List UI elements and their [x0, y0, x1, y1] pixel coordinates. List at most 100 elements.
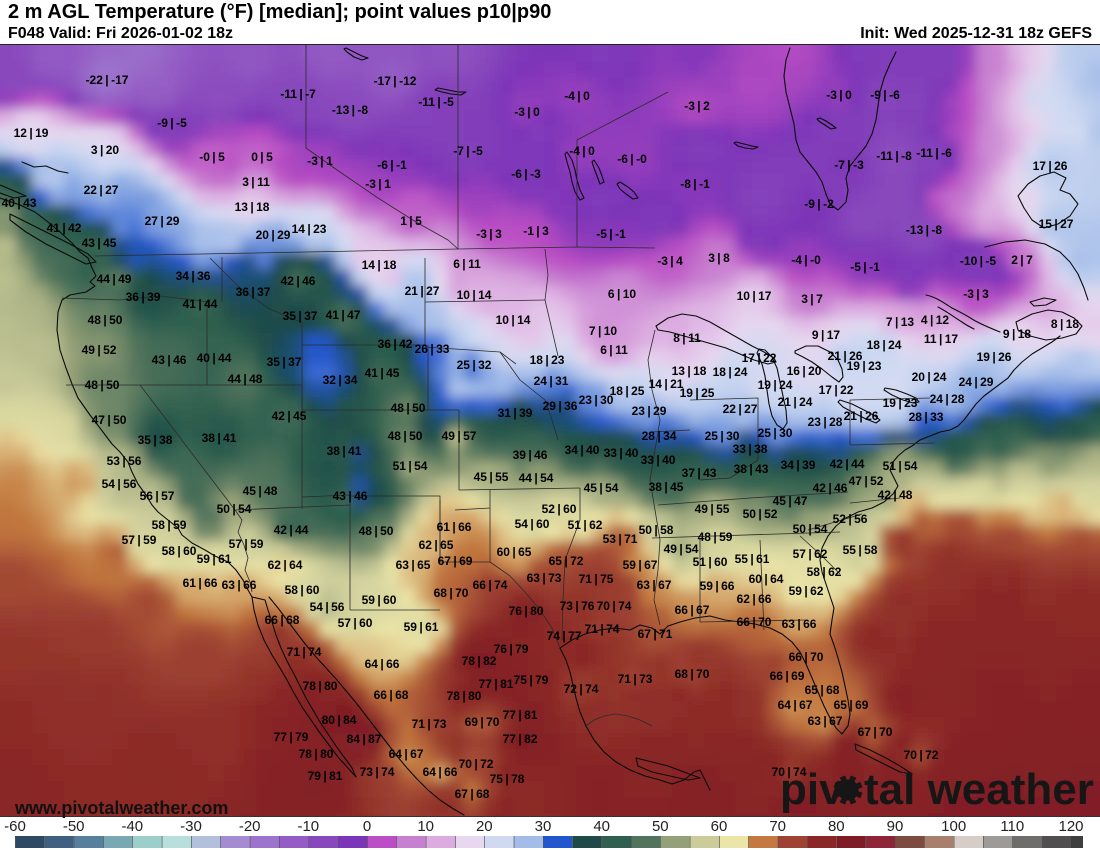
svg-text:-40: -40 [121, 818, 143, 835]
svg-text:44 | 54: 44 | 54 [519, 471, 554, 485]
svg-text:71 | 75: 71 | 75 [579, 572, 614, 586]
svg-text:64 | 67: 64 | 67 [389, 747, 424, 761]
svg-text:69 | 70: 69 | 70 [465, 715, 500, 729]
svg-text:53 | 56: 53 | 56 [107, 454, 142, 468]
svg-text:25 | 30: 25 | 30 [705, 429, 740, 443]
svg-text:19 | 23: 19 | 23 [847, 359, 882, 373]
svg-text:61 | 66: 61 | 66 [437, 520, 472, 534]
svg-text:43 | 46: 43 | 46 [333, 489, 368, 503]
svg-text:21 | 24: 21 | 24 [778, 395, 813, 409]
svg-text:49 | 52: 49 | 52 [82, 343, 117, 357]
svg-text:48 | 50: 48 | 50 [88, 313, 123, 327]
svg-text:65 | 69: 65 | 69 [834, 698, 869, 712]
svg-text:59 | 61: 59 | 61 [404, 620, 439, 634]
svg-text:58 | 60: 58 | 60 [162, 544, 197, 558]
svg-text:42 | 44: 42 | 44 [274, 523, 309, 537]
svg-text:50 | 54: 50 | 54 [217, 502, 252, 516]
svg-text:67 | 71: 67 | 71 [638, 627, 673, 641]
svg-text:57 | 59: 57 | 59 [229, 537, 264, 551]
svg-text:53 | 71: 53 | 71 [603, 532, 638, 546]
svg-text:70: 70 [769, 818, 786, 835]
svg-text:43 | 45: 43 | 45 [82, 236, 117, 250]
svg-text:12 | 19: 12 | 19 [14, 126, 49, 140]
svg-text:19 | 25: 19 | 25 [680, 386, 715, 400]
svg-text:62 | 65: 62 | 65 [419, 538, 454, 552]
svg-text:50 | 54: 50 | 54 [793, 522, 828, 536]
svg-text:-10 | -5: -10 | -5 [960, 254, 997, 268]
svg-text:49 | 54: 49 | 54 [664, 542, 699, 556]
svg-text:33 | 40: 33 | 40 [641, 453, 676, 467]
svg-text:15 | 27: 15 | 27 [1039, 217, 1074, 231]
svg-text:2 | 7: 2 | 7 [1011, 253, 1033, 267]
svg-text:-9 | -5: -9 | -5 [157, 116, 187, 130]
svg-text:73 | 74: 73 | 74 [360, 765, 395, 779]
svg-text:62 | 66: 62 | 66 [737, 592, 772, 606]
svg-text:63 | 66: 63 | 66 [222, 578, 257, 592]
svg-text:43 | 46: 43 | 46 [152, 353, 187, 367]
svg-text:59 | 66: 59 | 66 [700, 579, 735, 593]
svg-text:77 | 81: 77 | 81 [503, 708, 538, 722]
svg-text:13 | 18: 13 | 18 [235, 200, 270, 214]
svg-text:100: 100 [941, 818, 966, 835]
svg-text:-50: -50 [63, 818, 85, 835]
svg-text:59 | 61: 59 | 61 [197, 552, 232, 566]
svg-text:78 | 80: 78 | 80 [299, 747, 334, 761]
svg-text:19 | 26: 19 | 26 [977, 350, 1012, 364]
svg-text:76 | 79: 76 | 79 [494, 642, 529, 656]
svg-text:63 | 73: 63 | 73 [527, 571, 562, 585]
svg-text:65 | 68: 65 | 68 [805, 683, 840, 697]
svg-text:3 | 20: 3 | 20 [91, 143, 120, 157]
svg-text:57 | 60: 57 | 60 [338, 616, 373, 630]
svg-text:120: 120 [1058, 818, 1083, 835]
svg-text:tal weather: tal weather [864, 765, 1094, 814]
svg-text:48 | 50: 48 | 50 [388, 429, 423, 443]
svg-text:52 | 60: 52 | 60 [542, 502, 577, 516]
svg-text:10: 10 [417, 818, 434, 835]
svg-text:-30: -30 [180, 818, 202, 835]
svg-text:74 | 77: 74 | 77 [547, 629, 582, 643]
svg-text:-10: -10 [297, 818, 319, 835]
svg-text:20 | 29: 20 | 29 [256, 228, 291, 242]
svg-text:22 | 27: 22 | 27 [723, 402, 758, 416]
svg-text:-3 | 1: -3 | 1 [307, 154, 333, 168]
svg-text:42 | 46: 42 | 46 [813, 481, 848, 495]
svg-text:37 | 43: 37 | 43 [682, 466, 717, 480]
svg-text:-6 | -3: -6 | -3 [511, 167, 541, 181]
svg-text:60 | 64: 60 | 64 [749, 572, 784, 586]
svg-text:21 | 26: 21 | 26 [844, 409, 879, 423]
svg-text:71 | 73: 71 | 73 [618, 672, 653, 686]
svg-text:-11 | -7: -11 | -7 [280, 87, 316, 101]
svg-text:23 | 28: 23 | 28 [808, 415, 843, 429]
svg-text:7 | 13: 7 | 13 [886, 315, 915, 329]
svg-text:24 | 29: 24 | 29 [959, 375, 994, 389]
svg-text:14 | 21: 14 | 21 [649, 377, 684, 391]
svg-text:75 | 79: 75 | 79 [514, 673, 549, 687]
svg-text:77 | 79: 77 | 79 [274, 730, 309, 744]
svg-text:90: 90 [887, 818, 904, 835]
svg-text:64 | 66: 64 | 66 [423, 765, 458, 779]
svg-text:35 | 37: 35 | 37 [283, 309, 318, 323]
svg-text:38 | 45: 38 | 45 [649, 480, 684, 494]
svg-text:38 | 41: 38 | 41 [202, 431, 237, 445]
svg-text:44 | 49: 44 | 49 [97, 272, 132, 286]
svg-text:67 | 70: 67 | 70 [858, 725, 893, 739]
svg-text:8 | 11: 8 | 11 [673, 331, 701, 345]
svg-text:34 | 36: 34 | 36 [176, 269, 211, 283]
svg-text:30: 30 [535, 818, 552, 835]
svg-text:-11 | -5: -11 | -5 [418, 95, 454, 109]
svg-text:piv: piv [780, 765, 844, 814]
svg-text:66 | 68: 66 | 68 [265, 613, 300, 627]
svg-text:25 | 32: 25 | 32 [457, 358, 492, 372]
svg-text:60 | 65: 60 | 65 [497, 545, 532, 559]
svg-text:38 | 41: 38 | 41 [327, 444, 362, 458]
svg-text:45 | 47: 45 | 47 [773, 494, 808, 508]
svg-text:-3 | 3: -3 | 3 [963, 287, 989, 301]
svg-text:-3 | 0: -3 | 0 [826, 88, 852, 102]
svg-text:-22 | -17: -22 | -17 [86, 73, 129, 87]
svg-text:-6 | -1: -6 | -1 [377, 158, 407, 172]
svg-text:48 | 59: 48 | 59 [698, 530, 733, 544]
svg-text:63 | 67: 63 | 67 [808, 714, 843, 728]
svg-text:17 | 22: 17 | 22 [742, 351, 777, 365]
svg-text:41 | 47: 41 | 47 [326, 308, 361, 322]
svg-text:62 | 64: 62 | 64 [268, 558, 303, 572]
